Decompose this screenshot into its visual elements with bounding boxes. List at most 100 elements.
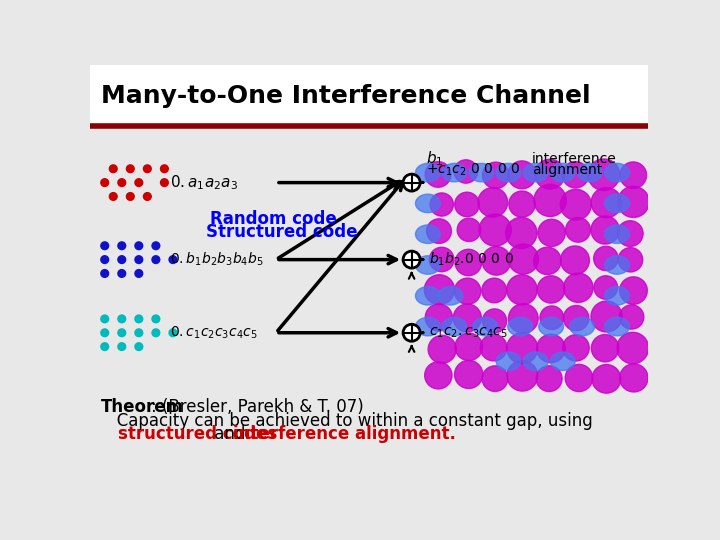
Circle shape <box>109 165 117 173</box>
Ellipse shape <box>550 164 575 182</box>
Text: Many-to-One Interference Channel: Many-to-One Interference Channel <box>101 84 590 107</box>
Circle shape <box>479 214 511 246</box>
Circle shape <box>564 273 593 302</box>
Circle shape <box>507 361 538 391</box>
Circle shape <box>620 162 647 188</box>
Ellipse shape <box>523 164 548 182</box>
Circle shape <box>560 246 590 275</box>
Circle shape <box>534 184 567 217</box>
Circle shape <box>482 246 511 275</box>
Circle shape <box>152 256 160 264</box>
Text: $b_1b_2.0\ 0\ 0\ 0$: $b_1b_2.0\ 0\ 0\ 0$ <box>429 251 515 268</box>
Circle shape <box>143 193 151 200</box>
Circle shape <box>591 301 622 332</box>
Circle shape <box>118 329 126 336</box>
Circle shape <box>109 193 117 200</box>
Circle shape <box>538 219 565 246</box>
Circle shape <box>135 315 143 323</box>
Circle shape <box>118 242 126 249</box>
Circle shape <box>455 192 480 217</box>
Circle shape <box>118 315 126 323</box>
Circle shape <box>588 159 620 191</box>
Text: Random code: Random code <box>210 210 337 228</box>
Circle shape <box>540 306 564 329</box>
Circle shape <box>118 179 126 186</box>
Circle shape <box>592 364 621 393</box>
Circle shape <box>617 221 643 246</box>
Text: interference alignment.: interference alignment. <box>233 424 456 443</box>
Circle shape <box>429 247 454 272</box>
Text: $b_1$: $b_1$ <box>426 150 444 168</box>
Circle shape <box>478 187 508 217</box>
Circle shape <box>482 162 509 188</box>
Circle shape <box>101 179 109 186</box>
Circle shape <box>454 360 483 388</box>
Circle shape <box>169 329 177 336</box>
Circle shape <box>135 256 143 264</box>
Circle shape <box>482 278 507 303</box>
Circle shape <box>537 276 564 303</box>
Circle shape <box>403 174 420 191</box>
Circle shape <box>428 335 456 363</box>
Circle shape <box>482 366 508 392</box>
Circle shape <box>594 276 618 299</box>
Ellipse shape <box>539 318 564 336</box>
Circle shape <box>508 303 538 333</box>
Bar <box>90 65 648 126</box>
Text: interference: interference <box>532 152 616 166</box>
Ellipse shape <box>550 352 575 370</box>
Ellipse shape <box>415 318 441 336</box>
Circle shape <box>534 247 561 274</box>
Text: and: and <box>210 424 251 443</box>
Circle shape <box>562 161 589 188</box>
Circle shape <box>565 364 593 391</box>
Circle shape <box>536 334 565 363</box>
Ellipse shape <box>496 164 521 182</box>
Circle shape <box>161 165 168 173</box>
Circle shape <box>135 179 143 186</box>
Ellipse shape <box>496 352 521 370</box>
Ellipse shape <box>442 318 467 336</box>
Circle shape <box>152 329 160 336</box>
Circle shape <box>591 187 621 218</box>
Circle shape <box>135 329 143 336</box>
Circle shape <box>101 256 109 264</box>
Circle shape <box>563 335 589 361</box>
Circle shape <box>425 362 452 389</box>
Circle shape <box>509 191 535 217</box>
Text: $+ c_1c_2\ 0\ 0\ 0\ 0$: $+ c_1c_2\ 0\ 0\ 0\ 0$ <box>426 162 521 179</box>
Circle shape <box>426 161 451 187</box>
Circle shape <box>101 242 109 249</box>
Text: $0.a_1a_2a_3$: $0.a_1a_2a_3$ <box>170 173 238 192</box>
Ellipse shape <box>605 194 629 213</box>
Ellipse shape <box>415 256 441 274</box>
Ellipse shape <box>469 164 494 182</box>
Circle shape <box>455 249 482 276</box>
Ellipse shape <box>438 287 463 305</box>
Circle shape <box>127 165 134 173</box>
Circle shape <box>618 248 643 272</box>
Ellipse shape <box>577 164 602 182</box>
Circle shape <box>427 219 451 244</box>
Ellipse shape <box>415 194 441 213</box>
Circle shape <box>482 309 507 333</box>
Circle shape <box>101 329 109 336</box>
Circle shape <box>101 315 109 323</box>
Circle shape <box>505 218 537 248</box>
Text: Theorem: Theorem <box>101 399 184 416</box>
Ellipse shape <box>415 164 441 182</box>
Circle shape <box>118 343 126 350</box>
Circle shape <box>127 193 134 200</box>
Circle shape <box>535 159 565 189</box>
Circle shape <box>594 246 618 271</box>
Circle shape <box>455 333 482 361</box>
Text: Structured code: Structured code <box>206 223 358 241</box>
Ellipse shape <box>415 287 441 305</box>
Circle shape <box>101 269 109 278</box>
Circle shape <box>424 275 454 305</box>
Ellipse shape <box>605 318 629 336</box>
Circle shape <box>507 275 537 305</box>
Circle shape <box>143 165 151 173</box>
Circle shape <box>457 218 481 241</box>
Circle shape <box>508 161 536 189</box>
